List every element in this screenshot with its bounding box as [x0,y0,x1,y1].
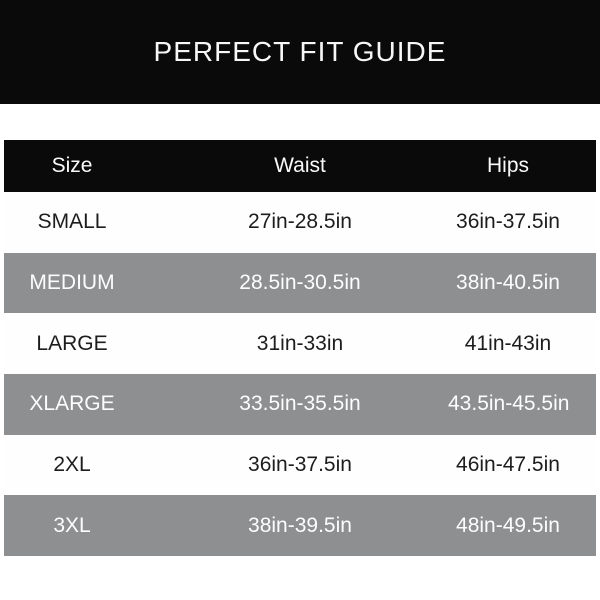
size-cell: LARGE [36,331,108,355]
table-row: 3XL 38in-39.5in 48in-49.5in [4,495,596,557]
size-cell: MEDIUM [29,271,115,295]
size-cell: 2XL [53,453,91,477]
table-body: SMALL 27in-28.5in 36in-37.5in MEDIUM 28.5in-… [4,192,596,557]
size-cell: 3XL [53,513,91,537]
hips-cell: 43.5in-45.5in [448,392,570,416]
waist-cell: 33.5in-35.5in [239,392,361,416]
size-cell: SMALL [37,210,107,234]
waist-cell: 38in-39.5in [248,513,352,537]
size-chart-table: Size Waist Hips SMALL 27in-28.5in 36in-37.… [4,140,596,557]
column-header-waist: Waist [274,154,326,177]
page-title: PERFECT FIT GUIDE [153,36,447,67]
table-row: SMALL 27in-28.5in 36in-37.5in [4,192,596,253]
table-row: MEDIUM 28.5in-30.5in 38in-40.5in [4,252,596,314]
hips-cell: 48in-49.5in [456,513,560,537]
column-header-size: Size [51,154,93,177]
title-banner: PERFECT FIT GUIDE [0,0,600,104]
table-row: XLARGE 33.5in-35.5in 43.5in-45.5in [4,374,596,435]
waist-cell: 36in-37.5in [248,453,352,477]
waist-cell: 31in-33in [256,331,344,355]
waist-cell: 28.5in-30.5in [239,271,361,295]
table-header-row: Size Waist Hips [4,140,596,192]
hips-cell: 38in-40.5in [456,271,560,295]
column-header-hips: Hips [486,154,529,177]
hips-cell: 36in-37.5in [456,210,560,234]
table-row: 2XL 36in-37.5in 46in-47.5in [4,434,596,496]
size-cell: XLARGE [29,392,115,416]
hips-cell: 41in-43in [464,331,552,355]
hips-cell: 46in-47.5in [456,453,560,477]
table-row: LARGE 31in-33in 41in-43in [4,313,596,375]
waist-cell: 27in-28.5in [248,210,352,234]
